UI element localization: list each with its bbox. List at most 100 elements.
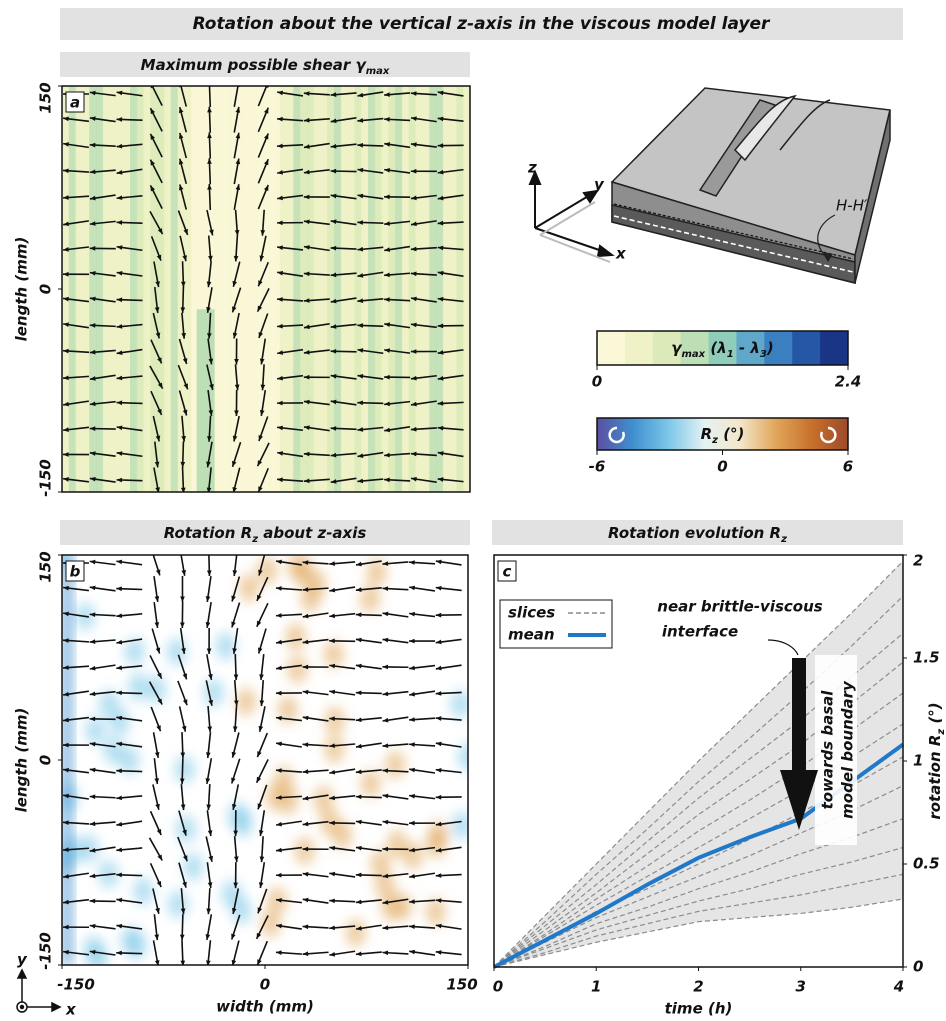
heatmap-cell [157, 86, 165, 492]
heatmap-cell [103, 86, 111, 492]
panel-label: a [70, 94, 80, 112]
x-tick-label: 3 [796, 978, 806, 996]
legend-label: mean [508, 626, 555, 644]
heatmap-cell [197, 309, 215, 492]
heatmap-blob [324, 735, 344, 763]
x-axis-label: width (mm) [216, 998, 314, 1016]
heatmap-blob [381, 893, 401, 921]
heatmap-blob [146, 675, 166, 703]
annotation: towards basal [819, 690, 837, 810]
legend-label: slices [508, 604, 555, 622]
figure-title: Rotation about the vertical z-axis in th… [193, 14, 771, 34]
heatmap-cell [171, 86, 179, 492]
colorbar-label-part: R [701, 425, 713, 443]
colorbar-tick-label: 2.4 [835, 373, 862, 391]
x-tick-label: 2 [693, 978, 703, 996]
colorbar-swatch [597, 331, 625, 365]
panel-title-part: Rotation R [164, 524, 252, 542]
colorbar-tick-label: 0 [717, 458, 727, 476]
panel-title-part: Maximum possible shear γ [141, 56, 368, 74]
colorbar-swatch [792, 331, 820, 365]
arrow-shaft [209, 81, 210, 107]
colorbar-label-subscript: 1 [727, 349, 734, 360]
panel-title-part: Rotation evolution R [608, 524, 781, 542]
x-tick-label: -150 [57, 976, 95, 994]
y-axis-label: length (mm) [13, 237, 31, 342]
heatmap-cell [184, 86, 192, 492]
orientation-label: y [17, 951, 28, 969]
heatmap-cell [178, 86, 186, 492]
heatmap-blob [361, 770, 381, 798]
heatmap-blob [128, 673, 148, 701]
panel-title: Maximum possible shear γmax [141, 56, 390, 77]
y-axis-label-part: (°) [926, 702, 944, 728]
heatmap-blob [216, 632, 236, 660]
colorbar-swatch [625, 331, 653, 365]
annotation: near brittle-viscous [657, 598, 822, 616]
heatmap-blob [452, 811, 472, 839]
y-tick-label: 0 [37, 755, 55, 765]
heatmap-cell [456, 86, 464, 492]
heatmap-blob [83, 935, 103, 963]
panel-title-subscript: max [366, 66, 390, 77]
figure: Rotation about the vertical z-axis in th… [0, 0, 946, 1021]
x-tick-label: 1 [591, 978, 601, 996]
panel-label: b [70, 563, 81, 581]
heatmap-cell [443, 86, 451, 492]
annotation: interface [662, 623, 738, 641]
heatmap-blob [294, 557, 314, 585]
colorbar-label-part: (°) [718, 425, 744, 443]
heatmap-cell [89, 86, 97, 492]
heatmap-cell [286, 86, 294, 492]
x-tick-label: 150 [446, 976, 477, 994]
heatmap-blob [346, 919, 366, 947]
colorbar-tick-label: -6 [589, 458, 606, 476]
x-axis-label: time (h) [665, 1000, 733, 1018]
colorbar-swatch [820, 331, 848, 365]
annotation-arrow [768, 640, 798, 655]
heatmap-cell [164, 86, 172, 492]
orientation-label: x [65, 1001, 77, 1019]
panel-title: Rotation Rz about z-axis [164, 524, 367, 545]
heatmap-blob [286, 623, 306, 651]
y-axis-label: rotation Rz (°) [926, 702, 946, 819]
orientation-icon [17, 970, 60, 1012]
heatmap-cell [416, 86, 424, 492]
heatmap-blob [222, 880, 242, 908]
heatmap-cell [450, 86, 458, 492]
heatmap-cell [246, 86, 254, 492]
x-tick-label: 0 [260, 976, 270, 994]
y-tick-label: 0.5 [913, 855, 940, 873]
y-axis-label-part: rotation R [926, 735, 944, 820]
panel-title: Rotation evolution Rz [608, 524, 787, 545]
colorbar-label-subscript: max [682, 349, 706, 360]
y-tick-label: 2 [913, 552, 923, 570]
colorbar-label-part: - λ [734, 339, 760, 357]
heatmap-blob [168, 890, 188, 918]
heatmap-cell [252, 86, 260, 492]
colorbar-label: Rz (°) [701, 425, 745, 446]
y-tick-label: 150 [37, 551, 55, 582]
colorbar-label-subscript: 3 [760, 349, 767, 360]
y-tick-label: 1.5 [913, 649, 940, 667]
heatmap-cell [375, 86, 383, 492]
heatmap-cell [123, 86, 131, 492]
section-label: H-H′ [836, 197, 868, 215]
y-tick-label: 0 [913, 958, 923, 976]
heatmap [62, 81, 471, 493]
y-tick-label: -150 [37, 459, 55, 497]
heatmap-cell [130, 86, 138, 492]
diagram-axis-label: z [527, 159, 537, 177]
heatmap-cell [110, 86, 118, 492]
heatmap-blob [104, 736, 124, 764]
heatmap-blob [385, 751, 405, 779]
annotation: model boundary [839, 680, 857, 819]
heatmap-cell [293, 86, 301, 492]
colorbar-tick-label: 0 [592, 373, 602, 391]
panel-title-subscript: z [780, 534, 787, 545]
y-tick-label: 1 [913, 752, 923, 770]
heatmap-blob [387, 830, 407, 858]
heatmap-cell [225, 86, 233, 492]
panel-label: c [503, 563, 512, 581]
diagram-axis-label: y [594, 176, 605, 194]
